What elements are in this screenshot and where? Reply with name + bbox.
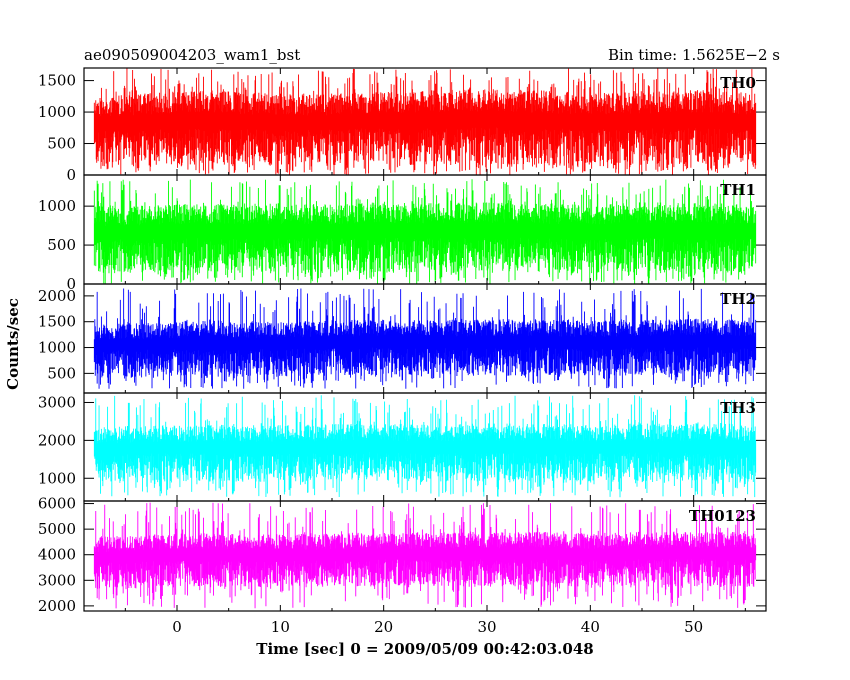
y-tick-label: 500 <box>47 135 76 153</box>
x-tick-label: 40 <box>581 618 600 636</box>
panel-th3: 1000 2000 3000 TH3 <box>38 392 767 502</box>
chart-title: ae090509004203_wam1_bst <box>84 46 300 64</box>
x-tick-label: 50 <box>684 618 703 636</box>
y-tick-label: 1500 <box>38 313 76 331</box>
y-tick-label: 1000 <box>38 469 76 487</box>
panel-label: TH3 <box>720 399 756 417</box>
panel-label: TH1 <box>720 181 756 199</box>
y-tick-label: 3000 <box>38 571 76 589</box>
x-tick-label: 10 <box>271 618 290 636</box>
y-tick-label: 2000 <box>38 287 76 305</box>
panel-label: TH0 <box>720 74 756 92</box>
series-th0123 <box>93 502 757 609</box>
y-tick-label: 1500 <box>38 72 76 90</box>
panel-label: TH2 <box>720 290 756 308</box>
panel-label: TH0123 <box>689 507 756 525</box>
x-axis-label: Time [sec] 0 = 2009/05/09 00:42:03.048 <box>256 640 593 658</box>
panel-th0: 0 500 1000 1500 TH0 <box>38 67 767 184</box>
y-tick-label: 3000 <box>38 393 76 411</box>
y-tick-label: 1000 <box>38 197 76 215</box>
series-th2 <box>93 288 757 389</box>
y-tick-label: 5000 <box>38 520 76 538</box>
series-th1 <box>93 179 757 284</box>
y-tick-label: 2000 <box>38 431 76 449</box>
y-tick-label: 1000 <box>38 103 76 121</box>
bin-time-label: Bin time: 1.5625E−2 s <box>608 46 780 64</box>
y-tick-label: 0 <box>66 275 76 293</box>
y-axis-label: Counts/sec <box>4 298 22 390</box>
series-th0 <box>93 68 757 175</box>
panel-stack: 0 500 1000 1500 TH0 0 500 1000 TH1 500 1000 1500 200… <box>38 67 767 615</box>
x-tick-label: 20 <box>374 618 393 636</box>
panel-th1: 0 500 1000 TH1 <box>38 174 767 293</box>
panel-frame <box>83 500 767 612</box>
y-tick-label: 4000 <box>38 546 76 564</box>
y-tick-label: 500 <box>47 236 76 254</box>
y-tick-label: 500 <box>47 364 76 382</box>
y-tick-label: 6000 <box>38 495 76 513</box>
y-tick-label: 2000 <box>38 597 76 615</box>
y-tick-label: 1000 <box>38 339 76 357</box>
panel-th2: 500 1000 1500 2000 TH2 <box>38 283 767 394</box>
panel-th0123: 2000 3000 4000 5000 6000 TH0123 <box>38 495 767 615</box>
y-tick-label: 0 <box>66 166 76 184</box>
x-tick-label: 30 <box>477 618 496 636</box>
x-axis: 0 10 20 30 40 50 <box>172 618 703 636</box>
series-th3 <box>93 395 757 498</box>
x-tick-label: 0 <box>172 618 182 636</box>
